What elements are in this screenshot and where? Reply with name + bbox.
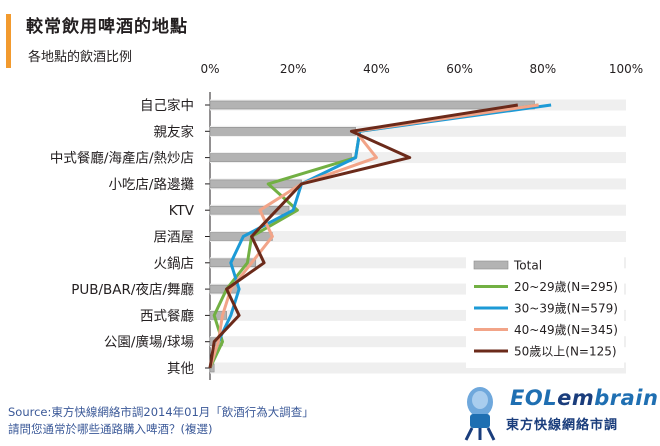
legend-box — [466, 252, 624, 368]
series-line — [208, 103, 539, 369]
legend-label: 20~29歲(N=295) — [514, 280, 618, 294]
bar-track — [210, 204, 626, 216]
title-accent-bar — [6, 14, 11, 68]
category-label: KTV — [169, 203, 195, 219]
legend-label: 30~39歲(N=579) — [514, 302, 618, 316]
logo-name-right: brain — [594, 386, 659, 410]
bar-track — [210, 309, 626, 321]
category-label: 小吃店/路邊攤 — [108, 177, 194, 193]
chart-title: 較常飲用啤酒的地點 — [26, 17, 188, 37]
legend-label: 50歲以上(N=125) — [514, 345, 617, 359]
bar-track — [210, 125, 626, 137]
bar-total — [209, 179, 302, 189]
bar-total — [209, 205, 290, 215]
mascot-icon — [464, 387, 496, 441]
x-tick-label: 40% — [363, 62, 390, 76]
series-line — [208, 103, 552, 369]
brand-logo: EOLembrain 東方快線網絡市調 — [458, 384, 658, 444]
series-line — [208, 103, 519, 369]
legend-label: 40~49歲(N=345) — [514, 323, 618, 337]
category-label: 自己家中 — [140, 97, 194, 114]
bar-track — [210, 336, 626, 348]
bar-total — [209, 127, 356, 136]
x-tick-label: 20% — [280, 62, 307, 76]
category-label: 其他 — [167, 361, 194, 377]
category-label: 西式餐廳 — [140, 307, 194, 324]
bar-track — [210, 231, 626, 242]
x-tick-label: 0% — [200, 62, 219, 76]
source-line: Source:東方快線網絡市調2014年01月「飲酒行為大調查」 — [8, 405, 314, 419]
category-label: PUB/BAR/夜店/舞廳 — [71, 281, 194, 298]
bar-track — [210, 178, 626, 190]
bar-track — [210, 362, 626, 374]
legend-swatch — [473, 260, 509, 270]
logo-name-mid: em — [557, 386, 595, 410]
source-note: Source:東方快線網絡市調2014年01月「飲酒行為大調查」 請問您通常於哪… — [8, 404, 314, 438]
logo-wordmark: EOLembrain — [510, 386, 658, 410]
bar-track — [210, 152, 626, 164]
x-tick-label: 100% — [609, 62, 643, 76]
question-line: 請問您通常於哪些通路購入啤酒？(複選) — [8, 422, 213, 436]
category-label: 親友家 — [154, 123, 195, 140]
bar-track — [210, 257, 626, 269]
bar-total — [209, 311, 227, 320]
category-label: 居酒屋 — [154, 230, 195, 246]
legend-label: Total — [513, 259, 542, 273]
bar-total — [209, 100, 535, 110]
chart-subtitle: 各地點的飲酒比例 — [28, 50, 133, 65]
x-tick-label: 80% — [529, 62, 556, 76]
category-label: 中式餐廳/海產店/熱炒店 — [50, 150, 194, 167]
x-tick-label: 60% — [446, 62, 473, 76]
logo-name-left: EOL — [510, 386, 558, 410]
category-label: 公園/廣場/球場 — [104, 334, 194, 351]
category-label: 火鍋店 — [154, 256, 195, 272]
logo-subtitle: 東方快線網絡市調 — [506, 418, 619, 433]
bar-total — [209, 153, 352, 162]
bar-track — [210, 283, 626, 295]
